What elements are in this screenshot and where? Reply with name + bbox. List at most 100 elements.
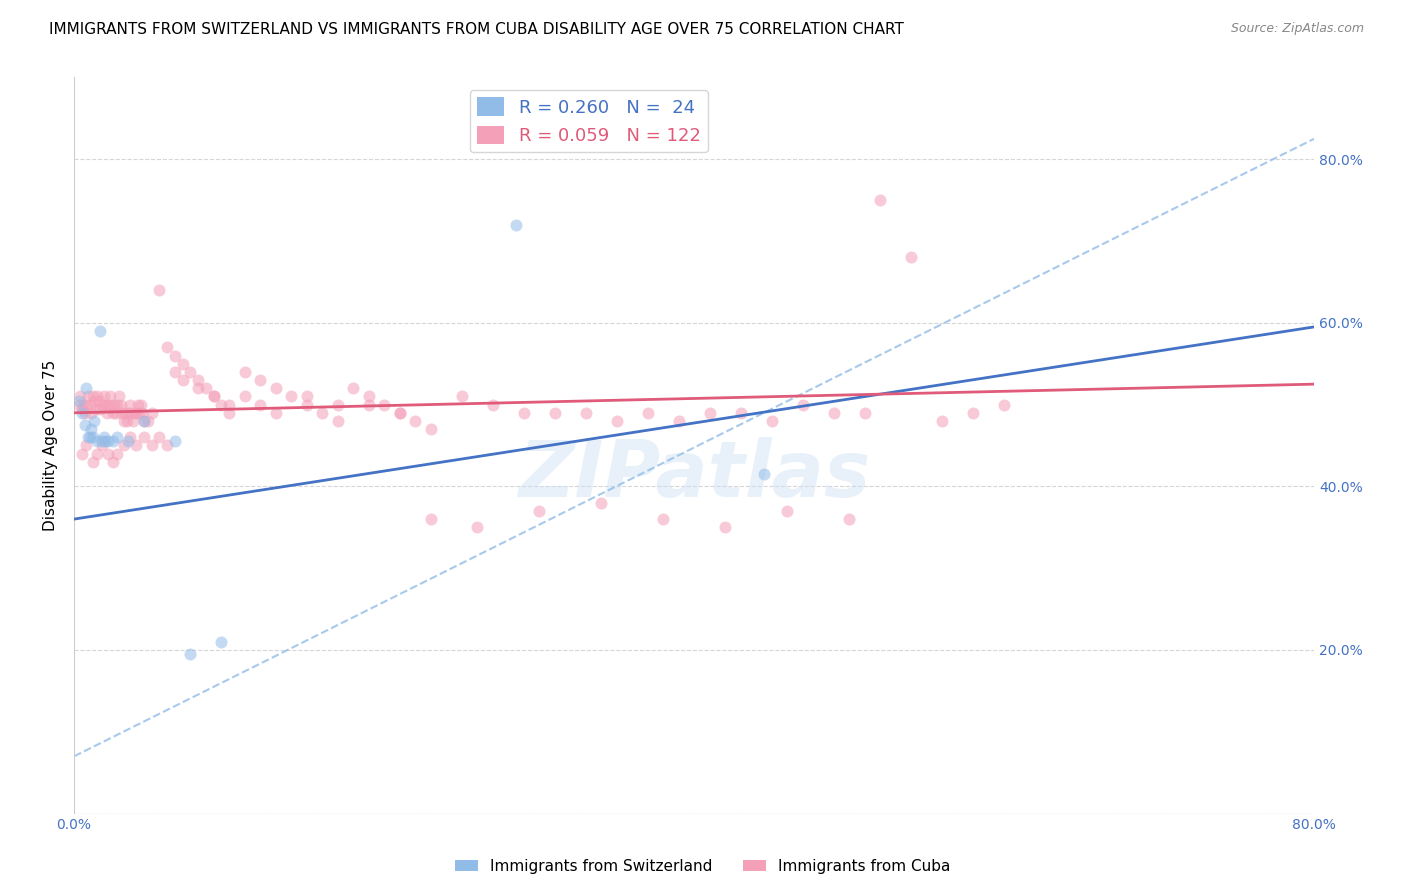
Point xyxy=(127,398,149,412)
Point xyxy=(89,324,111,338)
Point xyxy=(993,398,1015,412)
Point xyxy=(70,406,93,420)
Point xyxy=(326,398,349,412)
Point xyxy=(115,414,138,428)
Point xyxy=(141,406,163,420)
Point xyxy=(450,389,472,403)
Point xyxy=(249,373,271,387)
Point xyxy=(104,406,127,420)
Point xyxy=(218,406,240,420)
Point xyxy=(117,406,139,420)
Point xyxy=(357,398,380,412)
Point xyxy=(179,365,201,379)
Y-axis label: Disability Age Over 75: Disability Age Over 75 xyxy=(44,359,58,531)
Point xyxy=(97,398,120,412)
Point xyxy=(838,512,860,526)
Point xyxy=(67,393,90,408)
Point xyxy=(79,398,101,412)
Point xyxy=(869,193,891,207)
Point xyxy=(131,406,153,420)
Point xyxy=(209,398,232,412)
Point xyxy=(120,406,142,420)
Point xyxy=(72,398,94,412)
Point xyxy=(129,398,152,412)
Point xyxy=(148,430,170,444)
Point xyxy=(87,393,110,408)
Point xyxy=(823,406,845,420)
Point xyxy=(125,406,148,420)
Point xyxy=(156,438,179,452)
Point xyxy=(107,430,129,444)
Point xyxy=(77,389,100,403)
Point xyxy=(591,496,613,510)
Point xyxy=(264,406,287,420)
Point xyxy=(295,389,318,403)
Point xyxy=(93,430,115,444)
Point xyxy=(209,634,232,648)
Point xyxy=(172,357,194,371)
Point xyxy=(163,349,186,363)
Point xyxy=(527,504,550,518)
Point xyxy=(132,430,155,444)
Legend: Immigrants from Switzerland, Immigrants from Cuba: Immigrants from Switzerland, Immigrants … xyxy=(449,853,957,880)
Point xyxy=(86,434,108,449)
Point xyxy=(652,512,675,526)
Point xyxy=(101,434,124,449)
Text: ZIPatlas: ZIPatlas xyxy=(517,437,870,513)
Point xyxy=(853,406,876,420)
Point xyxy=(388,406,411,420)
Point xyxy=(101,455,124,469)
Point xyxy=(79,430,101,444)
Point xyxy=(202,389,225,403)
Point xyxy=(761,414,783,428)
Point xyxy=(101,406,124,420)
Point xyxy=(699,406,721,420)
Point xyxy=(82,389,104,403)
Point xyxy=(148,283,170,297)
Point xyxy=(69,389,91,403)
Point xyxy=(264,381,287,395)
Point xyxy=(94,398,117,412)
Text: Source: ZipAtlas.com: Source: ZipAtlas.com xyxy=(1230,22,1364,36)
Point xyxy=(233,365,256,379)
Point xyxy=(91,438,114,452)
Point xyxy=(163,365,186,379)
Point xyxy=(107,398,129,412)
Point xyxy=(122,414,145,428)
Point xyxy=(110,398,132,412)
Point xyxy=(91,434,114,449)
Point xyxy=(118,398,141,412)
Point xyxy=(76,381,98,395)
Point xyxy=(249,398,271,412)
Point xyxy=(465,520,488,534)
Point xyxy=(80,422,103,436)
Point xyxy=(83,414,105,428)
Point xyxy=(73,406,96,420)
Point xyxy=(156,340,179,354)
Point xyxy=(76,438,98,452)
Point xyxy=(606,414,628,428)
Point xyxy=(83,393,105,408)
Point xyxy=(77,430,100,444)
Point xyxy=(776,504,799,518)
Point xyxy=(187,373,209,387)
Point xyxy=(96,406,118,420)
Point xyxy=(114,406,136,420)
Point xyxy=(481,398,503,412)
Point xyxy=(118,430,141,444)
Point xyxy=(404,414,426,428)
Point xyxy=(84,401,107,416)
Point xyxy=(218,398,240,412)
Point xyxy=(575,406,598,420)
Legend: R = 0.260   N =  24, R = 0.059   N = 122: R = 0.260 N = 24, R = 0.059 N = 122 xyxy=(470,90,707,153)
Point xyxy=(82,430,104,444)
Point xyxy=(138,414,160,428)
Point xyxy=(388,406,411,420)
Point xyxy=(93,389,115,403)
Point xyxy=(792,398,814,412)
Point xyxy=(512,406,534,420)
Point xyxy=(107,447,129,461)
Point xyxy=(141,438,163,452)
Point xyxy=(128,406,150,420)
Point xyxy=(419,422,441,436)
